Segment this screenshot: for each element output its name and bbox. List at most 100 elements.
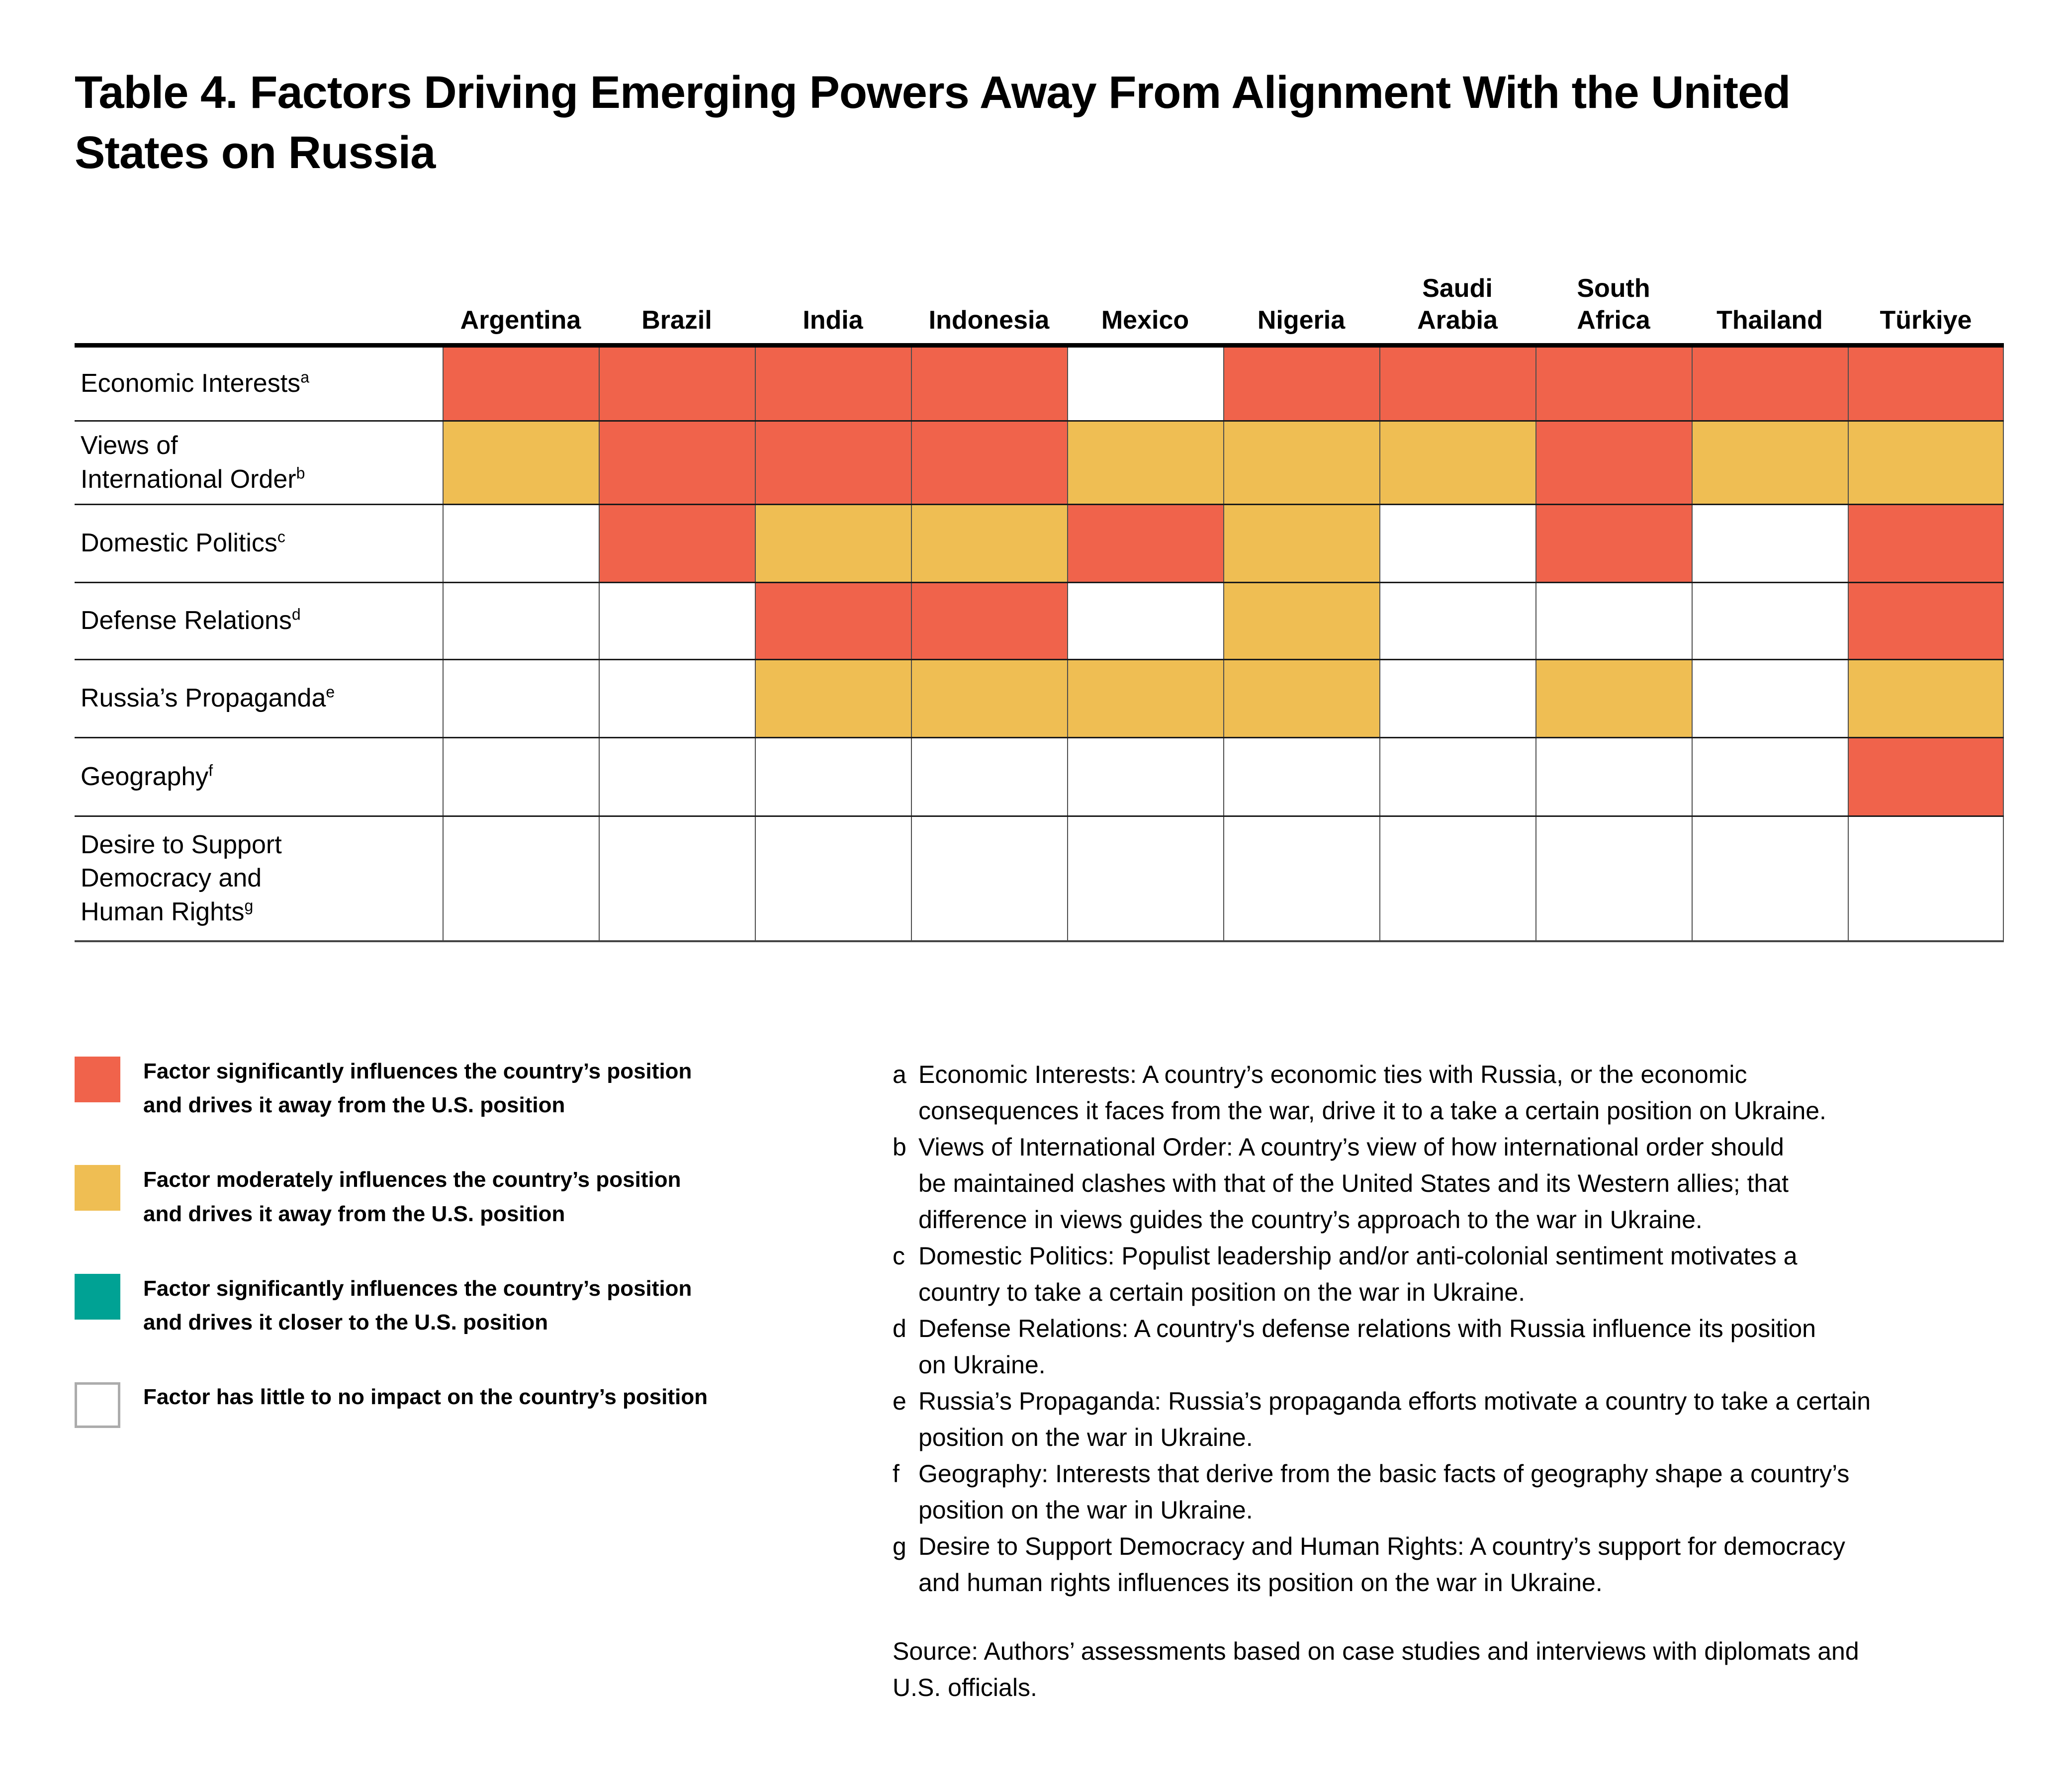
table-cell bbox=[1535, 348, 1692, 420]
footnote-letter: f bbox=[893, 1460, 900, 1488]
table-cell bbox=[1067, 583, 1223, 659]
factors-table: Argentina Brazil India Indonesia Mexico Niger… bbox=[75, 244, 2004, 942]
legend-item: Factor significantly influences the coun… bbox=[75, 1057, 870, 1122]
table-cell bbox=[599, 817, 755, 940]
table-cell bbox=[911, 738, 1067, 815]
footnote-text: Russia’s Propaganda: Russia’s propaganda… bbox=[918, 1387, 1871, 1451]
row-label-text: Russia’s Propagandae bbox=[81, 683, 335, 713]
footnote-marker: d bbox=[291, 605, 301, 623]
table-cell bbox=[1067, 422, 1223, 504]
legend: Factor significantly influences the coun… bbox=[75, 1057, 870, 1471]
row-label-text: Domestic Politicsc bbox=[81, 528, 285, 558]
table-cell bbox=[755, 817, 911, 940]
table-cell bbox=[1223, 505, 1379, 582]
table-cell bbox=[1692, 738, 1848, 815]
column-header: Mexico bbox=[1101, 305, 1189, 335]
table-cell bbox=[1379, 422, 1535, 504]
table-cell bbox=[1848, 738, 2004, 815]
footnote-letter: d bbox=[893, 1315, 906, 1342]
table-title: Table 4. Factors Driving Emerging Powers… bbox=[75, 67, 1791, 178]
table-cell bbox=[911, 817, 1067, 940]
table-cell bbox=[1379, 505, 1535, 582]
table-cell bbox=[1692, 660, 1848, 737]
table-cell bbox=[755, 505, 911, 582]
table-cell bbox=[1535, 738, 1692, 815]
footnote-letter: a bbox=[893, 1061, 906, 1088]
table-cell bbox=[1535, 505, 1692, 582]
row-label-text: Geographyf bbox=[81, 761, 213, 791]
legend-item: Factor moderately influences the country… bbox=[75, 1165, 870, 1231]
table-cell bbox=[443, 422, 599, 504]
table-cell bbox=[911, 422, 1067, 504]
row-label: Desire to Support Democracy and Human Ri… bbox=[75, 817, 443, 940]
column-header: Argentina bbox=[460, 305, 581, 335]
legend-item: Factor significantly influences the coun… bbox=[75, 1273, 870, 1339]
footnote-marker: e bbox=[326, 683, 335, 701]
table-cell bbox=[911, 505, 1067, 582]
legend-label: Factor moderately influences the country… bbox=[143, 1167, 681, 1226]
table-header-row: Argentina Brazil India Indonesia Mexico Niger… bbox=[75, 244, 2004, 343]
column-header: Saudi Arabia bbox=[1417, 274, 1498, 335]
table-cell bbox=[1535, 660, 1692, 737]
row-label: Economic Interestsa bbox=[75, 348, 443, 420]
table-cell bbox=[755, 422, 911, 504]
footnote-marker: b bbox=[296, 464, 305, 482]
footnote-text: Defense Relations: A country's defense r… bbox=[918, 1315, 1816, 1379]
legend-label: Factor has little to no impact on the co… bbox=[143, 1385, 708, 1410]
table-cell bbox=[599, 505, 755, 582]
table-cell bbox=[443, 738, 599, 815]
row-label: Russia’s Propagandae bbox=[75, 660, 443, 737]
table-row: Geographyf bbox=[75, 737, 2004, 815]
column-header: Thailand bbox=[1716, 305, 1823, 335]
legend-item: Factor has little to no impact on the co… bbox=[75, 1382, 870, 1428]
table-cell bbox=[1692, 583, 1848, 659]
footnote-text: Desire to Support Democracy and Human Ri… bbox=[918, 1532, 1845, 1597]
table-cell bbox=[1535, 583, 1692, 659]
column-header: India bbox=[803, 305, 863, 335]
legend-swatch bbox=[75, 1273, 120, 1320]
table-cell bbox=[599, 348, 755, 420]
table-cell bbox=[1223, 583, 1379, 659]
column-header: South Africa bbox=[1577, 274, 1650, 335]
footnote: g Desire to Support Democracy and Human R… bbox=[893, 1528, 2056, 1601]
legend-label: Factor significantly influences the coun… bbox=[143, 1059, 692, 1118]
footnote-text: Domestic Politics: Populist leadership a… bbox=[918, 1242, 1798, 1306]
footnote: f Geography: Interests that derive from t… bbox=[893, 1456, 2056, 1528]
footnote-letter: e bbox=[893, 1387, 906, 1415]
footnote: b Views of International Order: A country… bbox=[893, 1129, 2056, 1238]
table-cell bbox=[1692, 505, 1848, 582]
row-label-text: Desire to Support Democracy and Human Ri… bbox=[81, 830, 282, 926]
table-cell bbox=[1067, 660, 1223, 737]
row-label-text: Economic Interestsa bbox=[81, 368, 309, 398]
table-cell bbox=[755, 348, 911, 420]
footnote-marker: c bbox=[277, 528, 285, 546]
footnote-text: Geography: Interests that derive from th… bbox=[918, 1460, 1850, 1524]
table-cell bbox=[1848, 505, 2004, 582]
table-cell bbox=[1848, 348, 2004, 420]
table-cell bbox=[1067, 817, 1223, 940]
table-cell bbox=[1692, 817, 1848, 940]
row-label: Views of International Orderb bbox=[75, 422, 443, 504]
legend-swatch bbox=[75, 1382, 120, 1428]
table-cell bbox=[443, 583, 599, 659]
table-cell bbox=[443, 348, 599, 420]
footnote-marker: a bbox=[300, 368, 309, 386]
footnotes: a Economic Interests: A country’s economi… bbox=[893, 1057, 2056, 1731]
table-cell bbox=[1848, 422, 2004, 504]
table-cell bbox=[911, 348, 1067, 420]
table-cell bbox=[1223, 738, 1379, 815]
table-cell bbox=[1848, 660, 2004, 737]
row-label-text: Views of International Orderb bbox=[81, 431, 305, 494]
footnote-letter: c bbox=[893, 1242, 905, 1270]
table-cell bbox=[599, 738, 755, 815]
table-cell bbox=[755, 583, 911, 659]
footnote-letter: b bbox=[893, 1133, 906, 1161]
footnote-letter: g bbox=[893, 1532, 906, 1560]
table-cell bbox=[1223, 660, 1379, 737]
table-row: Economic Interestsa bbox=[75, 343, 2004, 420]
footnote-marker: f bbox=[208, 761, 213, 780]
table-cell bbox=[1067, 738, 1223, 815]
table-cell bbox=[1067, 505, 1223, 582]
column-header: Brazil bbox=[641, 305, 712, 335]
table-row: Desire to Support Democracy and Human Ri… bbox=[75, 815, 2004, 942]
